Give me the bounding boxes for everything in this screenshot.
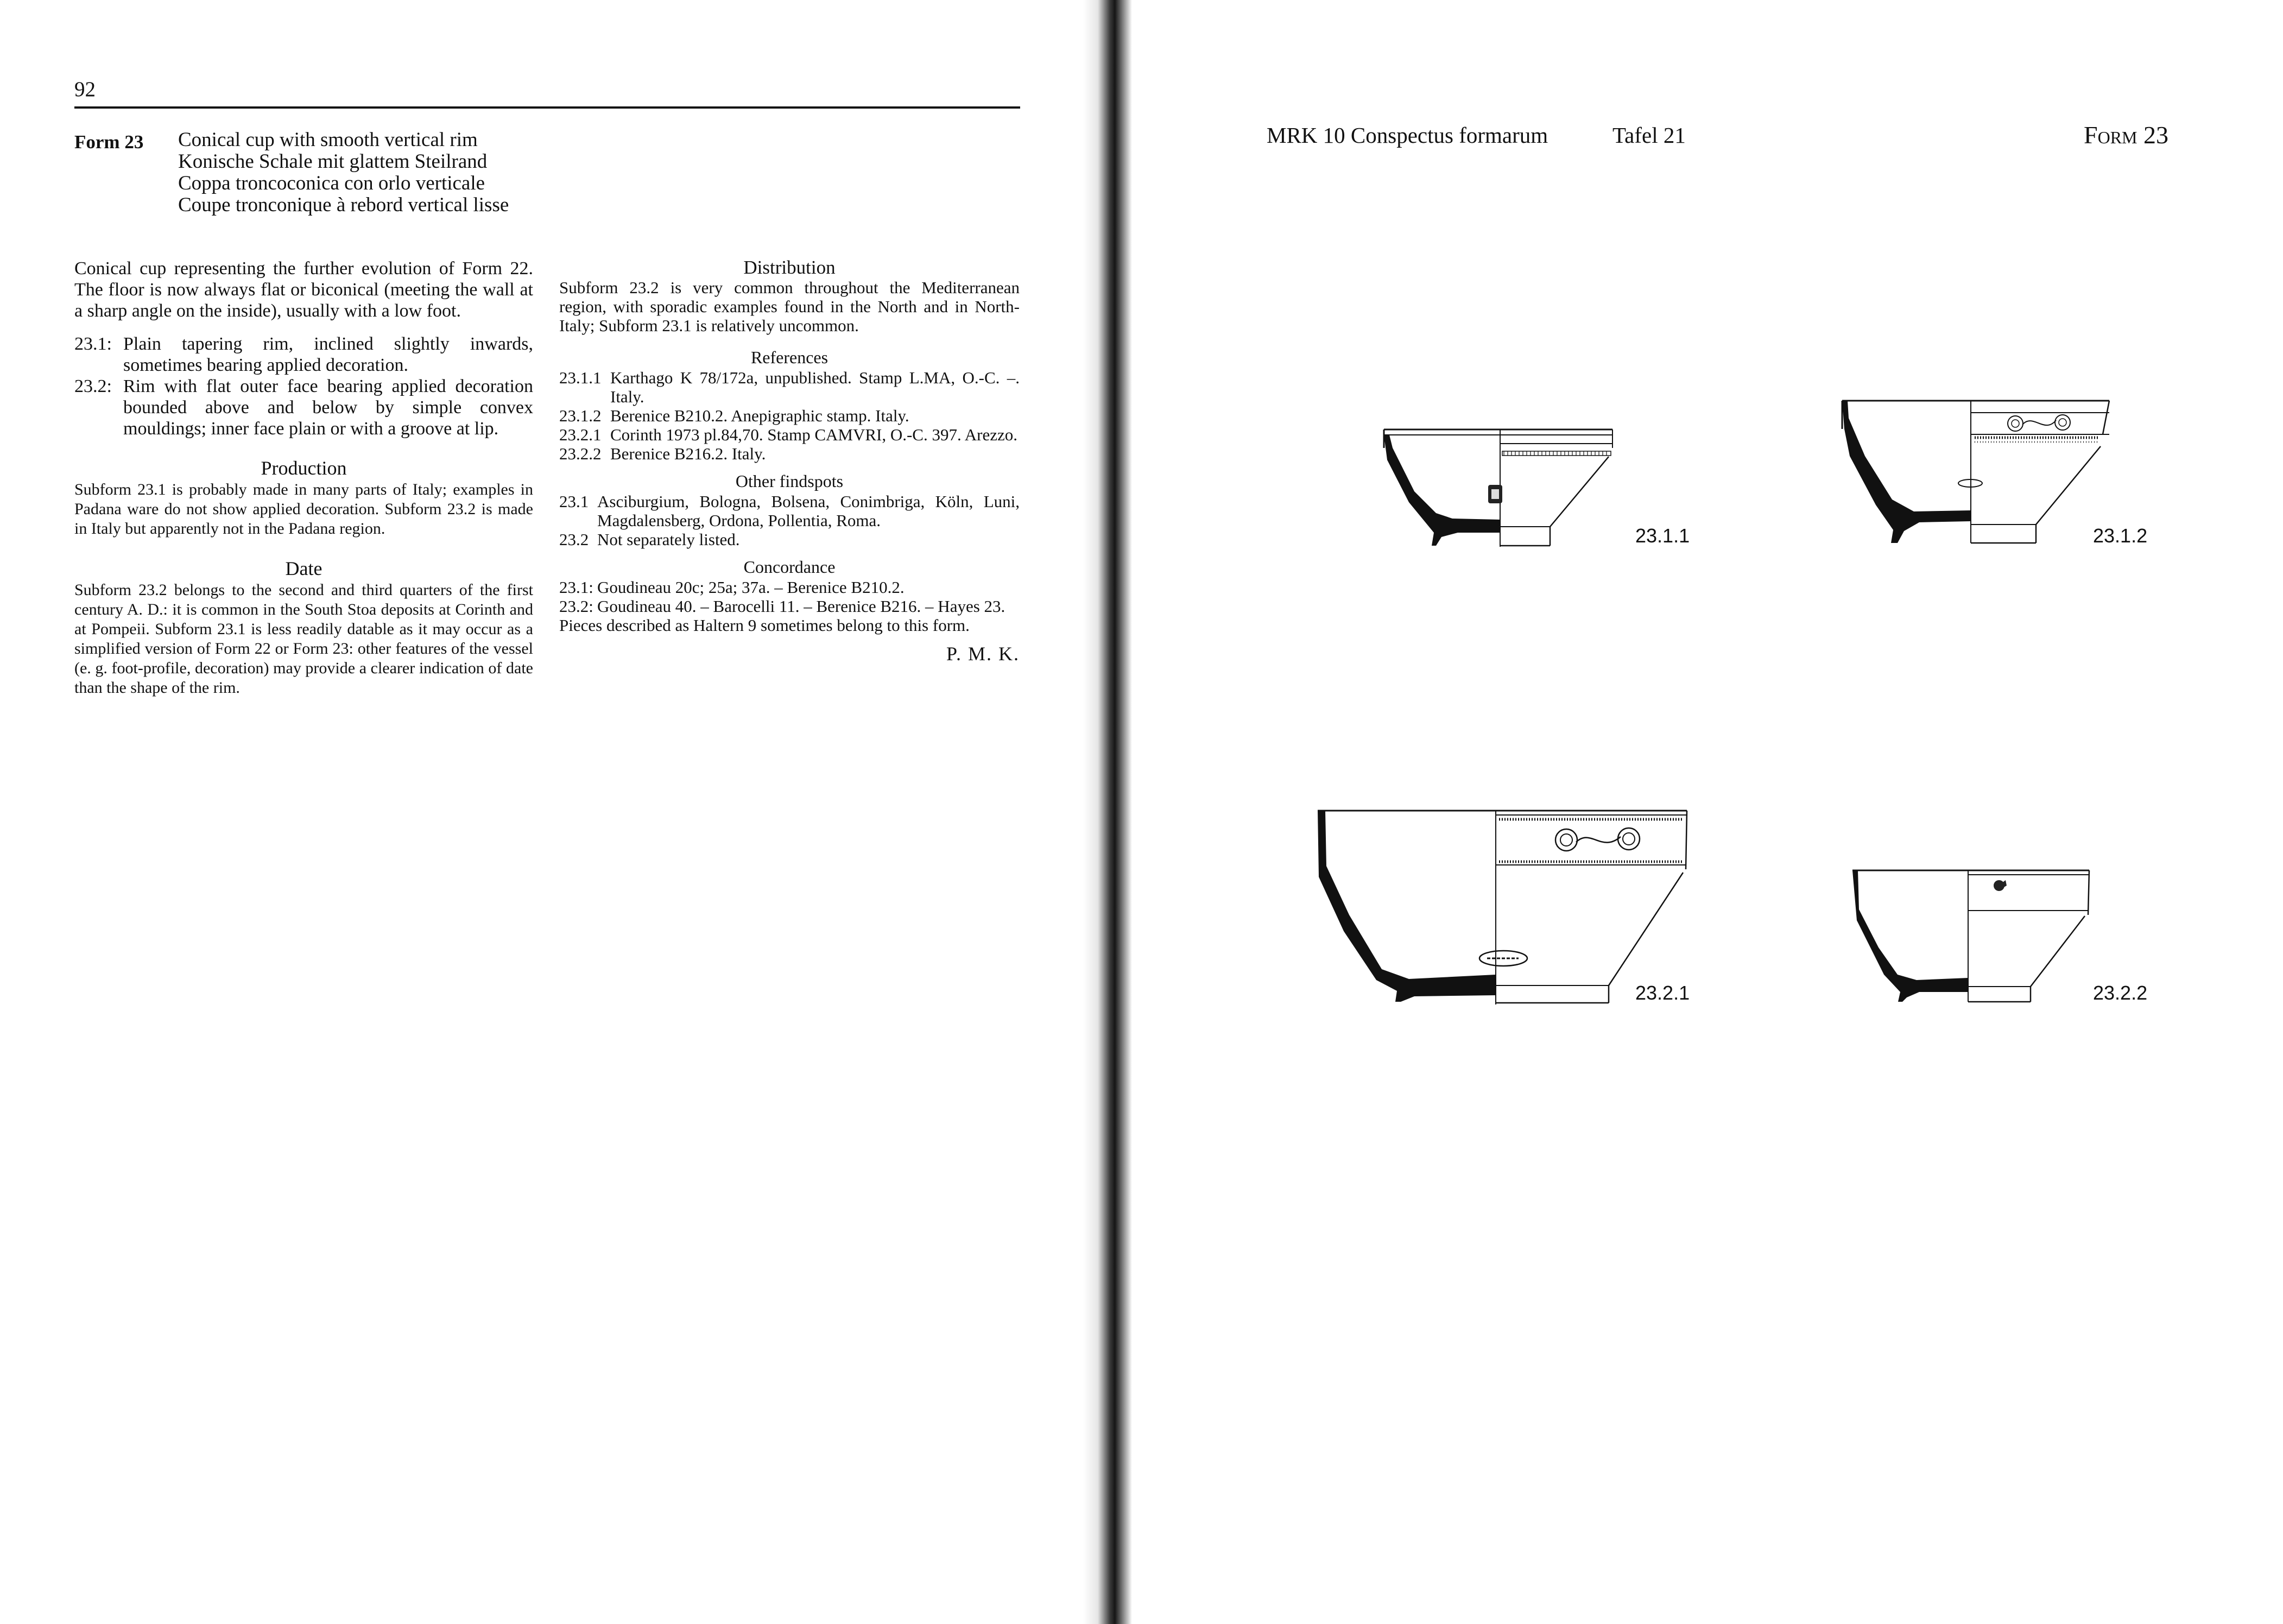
subform-definitions: 23.1: Plain tapering rim, inclined sligh… (74, 333, 533, 439)
reference-number: 23.2.1 (559, 425, 602, 444)
reference-item: 23.1.1 Karthago K 78/172a, unpublished. … (559, 368, 1020, 406)
left-page: 92 Form 23 Conical cup with smooth verti… (0, 0, 1113, 1624)
intro-paragraph: Conical cup representing the further evo… (74, 258, 533, 321)
subform-text: Plain tapering rim, inclined slightly in… (123, 334, 533, 375)
form-title-it: Coppa troncoconica con orlo verticale (178, 172, 485, 194)
findspots-list: 23.1 Asciburgium, Bologna, Bolsena, Coni… (559, 492, 1020, 549)
reference-text: Corinth 1973 pl.84,70. Stamp CAMVRI, O.-… (610, 425, 1017, 444)
subform-item: 23.2: Rim with flat outer face bearing a… (74, 376, 533, 439)
concordance-text: Goudineau 40. – Barocelli 11. – Berenice… (597, 597, 1005, 616)
book-gutter (1083, 0, 1132, 1624)
references-heading: References (750, 347, 829, 367)
form-heading: Form 23 (2084, 121, 2168, 149)
left-column: Conical cup representing the further evo… (74, 258, 533, 717)
findspot-item: 23.1 Asciburgium, Bologna, Bolsena, Coni… (559, 492, 1020, 530)
figure-label: 23.1.1 (1635, 525, 1690, 547)
references-list: 23.1.1 Karthago K 78/172a, unpublished. … (559, 368, 1020, 463)
subform-number: 23.2: (74, 376, 112, 396)
reference-item: 23.2.1 Corinth 1973 pl.84,70. Stamp CAMV… (559, 425, 1020, 444)
findspot-text: Not separately listed. (597, 530, 740, 549)
reference-number: 23.1.1 (559, 368, 602, 387)
production-heading: Production (261, 457, 347, 479)
figure-label: 23.2.2 (2093, 982, 2148, 1004)
concordance-item: 23.2: Goudineau 40. – Barocelli 11. – Be… (559, 597, 1020, 616)
findspot-text: Asciburgium, Bologna, Bolsena, Conimbrig… (597, 492, 1020, 530)
figure-label: 23.1.2 (2093, 525, 2148, 547)
vessel-profile-drawing (1852, 869, 2090, 1003)
reference-text: Karthago K 78/172a, unpublished. Stamp L… (610, 368, 1020, 406)
form-label: Form 23 (74, 131, 144, 153)
distribution-heading: Distribution (743, 257, 836, 278)
form-title-de: Konische Schale mit glattem Steilrand (178, 150, 488, 173)
concordance-list: 23.1: Goudineau 20c; 25a; 37a. – Berenic… (559, 578, 1020, 635)
subform-item: 23.1: Plain tapering rim, inclined sligh… (74, 333, 533, 376)
right-column: Distribution Subform 23.2 is very common… (559, 258, 1020, 663)
vessel-profile-drawing (1318, 810, 1688, 1004)
other-findspots-heading: Other findspots (735, 471, 844, 491)
form-titles: Conical cup with smooth vertical rim Kon… (178, 129, 509, 216)
findspot-number: 23.1 (559, 492, 589, 511)
author-initials: P. M. K. (946, 643, 1020, 665)
findspot-item: 23.2 Not separately listed. (559, 530, 1020, 549)
plate-number: Tafel 21 (1612, 123, 1686, 148)
vessel-profile-drawing (1841, 400, 2110, 544)
header-rule (74, 106, 1020, 109)
concordance-text: Goudineau 20c; 25a; 37a. – Berenice B210… (597, 578, 905, 597)
concordance-number: 23.2: (559, 597, 593, 616)
reference-item: 23.1.2 Berenice B210.2. Anepigraphic sta… (559, 406, 1020, 425)
vessel-profile-drawing (1383, 428, 1613, 547)
reference-number: 23.1.2 (559, 406, 602, 425)
concordance-item: 23.1: Goudineau 20c; 25a; 37a. – Berenic… (559, 578, 1020, 597)
date-heading: Date (285, 558, 322, 579)
distribution-text: Subform 23.2 is very common throughout t… (559, 278, 1020, 335)
form-title-en: Conical cup with smooth vertical rim (178, 129, 478, 151)
series-title: MRK 10 Conspectus formarum (1267, 123, 1548, 148)
production-text: Subform 23.1 is probably made in many pa… (74, 481, 533, 538)
reference-text: Berenice B216.2. Italy. (610, 444, 766, 463)
subform-text: Rim with flat outer face bearing applied… (123, 376, 533, 439)
form-title-fr: Coupe tronconique à rebord vertical liss… (178, 194, 509, 216)
figure-label: 23.2.1 (1635, 982, 1690, 1004)
concordance-note: Pieces described as Haltern 9 sometimes … (559, 616, 970, 635)
date-text: Subform 23.2 belongs to the second and t… (74, 581, 533, 697)
reference-number: 23.2.2 (559, 444, 602, 463)
concordance-heading: Concordance (743, 557, 836, 577)
reference-item: 23.2.2 Berenice B216.2. Italy. (559, 444, 1020, 463)
page-number: 92 (74, 78, 96, 101)
subform-number: 23.1: (74, 334, 112, 354)
findspot-number: 23.2 (559, 530, 589, 549)
reference-text: Berenice B210.2. Anepigraphic stamp. Ita… (610, 406, 909, 425)
concordance-number: 23.1: (559, 578, 593, 597)
